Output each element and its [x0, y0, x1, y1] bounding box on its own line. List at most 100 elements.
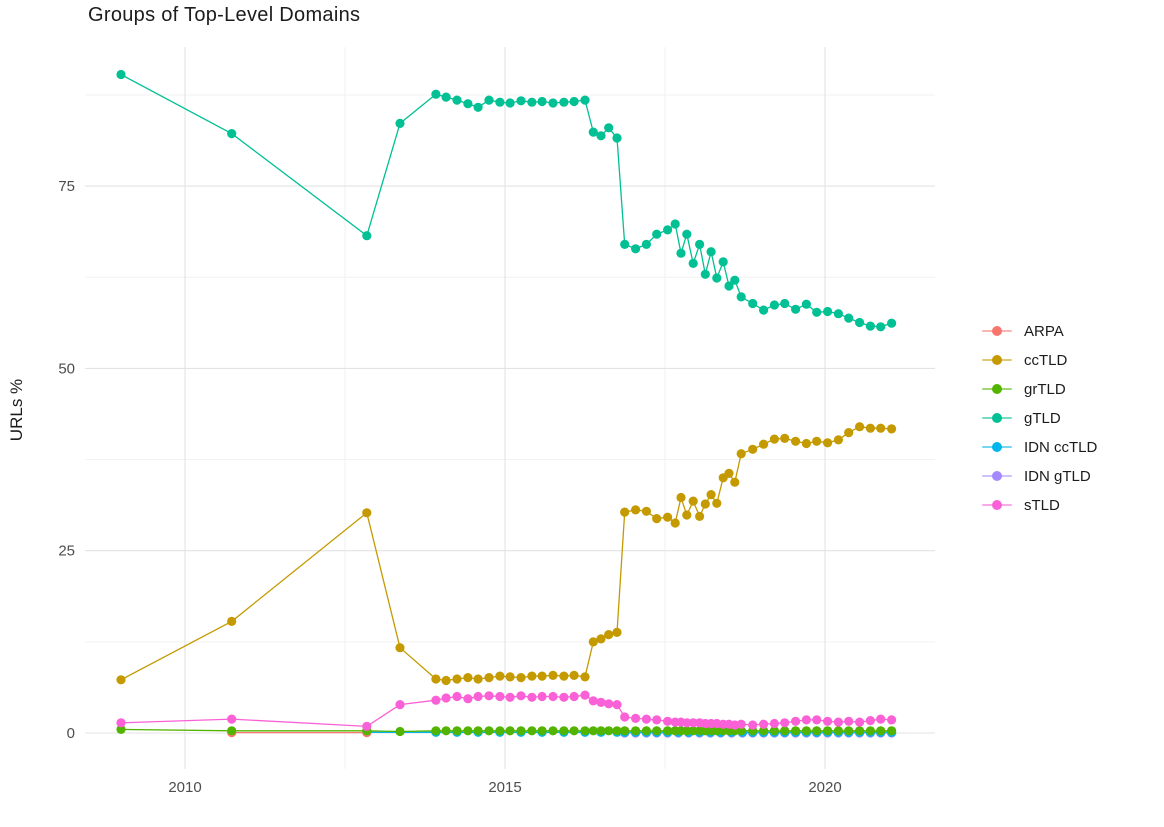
legend-key-icon: [982, 321, 1012, 341]
data-point: [612, 133, 622, 143]
data-point: [569, 670, 579, 681]
data-point: [833, 726, 844, 736]
data-point: [663, 512, 673, 522]
data-point: [812, 726, 822, 736]
data-point: [495, 97, 505, 107]
data-point: [780, 718, 790, 728]
data-point: [395, 118, 405, 128]
data-point: [484, 726, 494, 736]
axis-tick-labels: 0 25 50 75 2010 2015 2020: [58, 178, 841, 796]
data-point: [712, 273, 722, 283]
data-point: [641, 714, 652, 724]
data-point: [887, 715, 897, 725]
data-point: [548, 726, 558, 736]
data-point: [516, 96, 526, 106]
series-idn-gtld: [620, 728, 897, 738]
data-point: [588, 127, 598, 137]
data-point: [759, 719, 769, 729]
data-point: [463, 694, 473, 704]
data-point: [548, 98, 558, 108]
data-point: [631, 505, 641, 515]
data-point: [688, 726, 698, 736]
data-point: [652, 229, 662, 239]
data-point: [537, 691, 547, 702]
y-tick-label: 50: [58, 360, 75, 377]
series-grtld: [116, 724, 897, 737]
data-point: [876, 726, 886, 736]
data-point: [537, 671, 547, 681]
data-point: [362, 231, 372, 241]
data-point: [652, 715, 662, 725]
data-point: [887, 424, 897, 434]
data-point: [844, 313, 854, 323]
y-tick-label: 0: [67, 725, 75, 742]
data-point: [833, 717, 844, 727]
data-point: [569, 691, 579, 702]
legend-key-icon: [982, 350, 1012, 370]
legend-key-icon: [982, 408, 1012, 428]
data-point: [641, 726, 652, 736]
data-point: [855, 422, 865, 432]
data-point: [431, 674, 441, 684]
legend-item-grtld: grTLD: [982, 379, 1097, 399]
data-point: [769, 300, 780, 310]
x-tick-label: 2015: [488, 779, 521, 796]
data-point: [116, 724, 126, 735]
data-point: [759, 305, 769, 315]
data-point: [473, 102, 483, 112]
legend-item-idn-gtld: IDN gTLD: [982, 466, 1097, 486]
data-point: [631, 244, 641, 254]
legend-item-gtld: gTLD: [982, 408, 1097, 428]
data-point: [865, 423, 876, 433]
data-point: [791, 436, 801, 446]
data-point: [604, 699, 614, 709]
data-point: [452, 691, 462, 702]
data-point: [580, 95, 590, 105]
data-point: [641, 506, 652, 516]
data-point: [769, 718, 780, 729]
data-point: [620, 239, 630, 249]
data-point: [116, 718, 126, 728]
data-point: [473, 726, 483, 736]
data-point: [588, 726, 598, 736]
data-point: [812, 307, 822, 317]
data-point: [736, 449, 746, 459]
data-point: [865, 321, 876, 331]
data-point: [596, 634, 606, 644]
data-point: [700, 269, 710, 279]
legend-label: ccTLD: [1024, 351, 1068, 369]
data-point: [844, 726, 854, 736]
data-point: [452, 95, 462, 105]
data-point: [736, 292, 746, 302]
data-point: [688, 258, 698, 268]
data-point: [596, 726, 606, 736]
data-point: [473, 691, 483, 702]
data-point: [759, 439, 769, 449]
data-point: [116, 69, 126, 80]
data-point: [718, 257, 728, 267]
data-point: [844, 428, 854, 438]
data-point: [516, 673, 526, 683]
data-point: [484, 673, 494, 683]
data-point: [227, 714, 237, 724]
data-point: [559, 671, 569, 681]
data-point: [362, 508, 372, 518]
data-point: [612, 726, 622, 736]
data-point: [730, 275, 740, 285]
data-point: [452, 674, 462, 684]
data-point: [865, 716, 876, 726]
data-point: [670, 518, 680, 528]
data-point: [441, 675, 451, 686]
data-point: [823, 306, 833, 317]
data-point: [833, 435, 844, 445]
data-point: [748, 298, 758, 309]
x-tick-label: 2020: [808, 779, 841, 796]
data-point: [748, 444, 758, 454]
data-point: [227, 129, 237, 139]
data-point: [695, 511, 705, 521]
data-point: [463, 99, 473, 109]
data-point: [876, 322, 886, 332]
data-point: [876, 423, 886, 433]
